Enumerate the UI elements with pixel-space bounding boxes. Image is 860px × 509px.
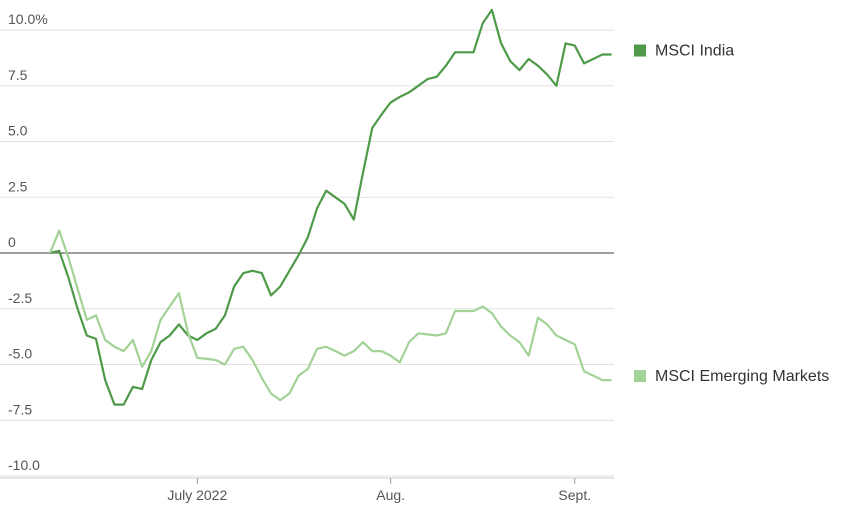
y-tick-label: 0: [8, 234, 16, 250]
x-tick-label: Aug.: [376, 487, 405, 503]
x-tick-label: Sept.: [558, 487, 591, 503]
legend: MSCI India MSCI Emerging Markets: [634, 43, 829, 385]
legend-swatch: [634, 44, 646, 57]
legend-label: MSCI Emerging Markets: [655, 368, 829, 385]
x-tick-label: July 2022: [167, 487, 227, 503]
y-tick-label: -5.0: [8, 346, 32, 362]
y-tick-label: -2.5: [8, 290, 32, 306]
legend-label: MSCI India: [655, 43, 734, 60]
y-tick-label: 2.5: [8, 178, 28, 194]
line: [48, 229, 612, 402]
y-tick-label: 5.0: [8, 123, 28, 139]
y-tick-label: 10.0%: [8, 11, 48, 27]
legend-swatch: [634, 370, 646, 383]
y-tick-label: 7.5: [8, 67, 28, 83]
y-tick-label: -10.0: [8, 457, 40, 473]
y-tick-label: -7.5: [8, 401, 32, 417]
line: [49, 8, 612, 406]
